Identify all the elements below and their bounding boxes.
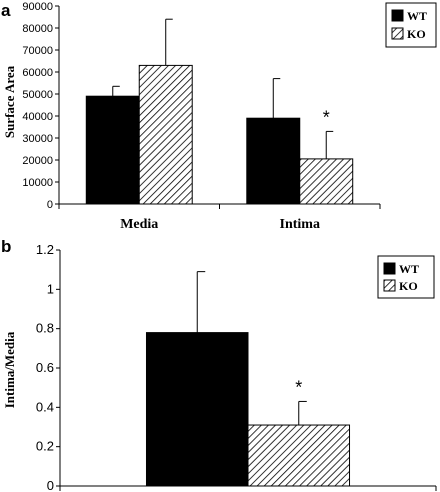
panel-a-legend-label-wt: WT [407,9,427,23]
panel-a-legend-swatch-ko [391,27,404,40]
panel-a-bar-ko-media [138,64,193,205]
panel-a-category-label: Media [120,217,158,232]
panel-a-y-tick-label: 70000 [22,45,53,57]
panel-a-bar-wt-media [85,95,140,205]
panel-b: b Intima/Media 0 0.2 0.4 0.6 0.8 1 1.2 * WT KO [1,237,437,492]
panel-b-legend-swatch-wt [383,262,396,275]
panel-a-significance-star: * [323,107,330,127]
panel-b-y-tick-label: 1.2 [36,242,54,257]
panel-a-y-tick-label: 40000 [22,111,53,123]
panel-a-y-tick-label: 0 [47,199,53,211]
panel-a-y-axis-label: Surface Area [2,65,17,138]
panel-a-legend: WT KO [385,2,437,48]
panel-b-bar-ko-ratio [247,424,351,487]
panel-b-y-tick-label: 0 [47,478,54,492]
panel-b-letter: b [1,237,11,256]
panel-b-plot: 0 0.2 0.4 0.6 0.8 1 1.2 * WT KO [36,242,437,492]
panel-b-y-tick-label: 0.4 [36,399,54,414]
panel-b-y-tick-label: 0.8 [36,321,54,336]
panel-a-bar-wt-intima [246,117,301,205]
panel-b-y-axis-label: Intima/Media [2,331,17,408]
panel-b-y-tick-label: 0.6 [36,360,54,375]
panel-a-y-tick-label: 80000 [22,23,53,35]
panel-b-legend-swatch-ko [383,279,396,292]
panel-b-y-tick-label: 0.2 [36,439,54,454]
panel-a-y-tick-label: 20000 [22,155,53,167]
panel-b-significance-star: * [295,377,302,397]
panel-b-legend-label-ko: KO [399,279,418,293]
panel-b-legend: WT KO [377,255,435,299]
panel-a-category-label: Intima [280,217,320,232]
panel-a-bar-ko-intima [299,158,354,205]
panel-a-legend-label-ko: KO [407,27,426,41]
panel-a-plot: 0 10000 20000 30000 40000 50000 60000 70000 8000… [22,1,437,232]
panel-b-y-tick-label: 1 [47,281,54,296]
panel-a-y-tick-label: 90000 [22,1,53,13]
panel-a-y-tick-label: 50000 [22,89,53,101]
panel-a-legend-swatch-wt [391,9,404,22]
panel-a: a Surface Area 0 10000 20000 30000 40000 5000… [1,1,437,232]
panel-a-letter: a [1,1,11,20]
panel-a-y-tick-label: 30000 [22,133,53,145]
panel-b-bar-wt-ratio [145,332,249,487]
panel-b-legend-label-wt: WT [399,262,419,276]
panel-a-y-tick-label: 10000 [22,177,53,189]
panel-a-y-tick-label: 60000 [22,67,53,79]
